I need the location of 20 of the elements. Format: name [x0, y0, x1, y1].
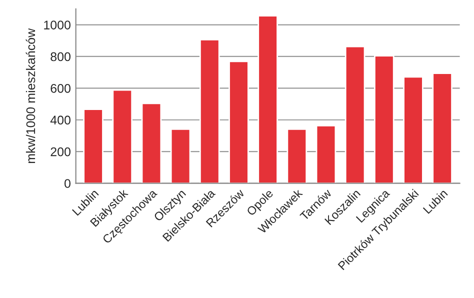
y-tick-label: 400	[50, 116, 70, 125]
bar	[286, 128, 308, 184]
bar	[258, 15, 278, 184]
bar	[141, 102, 162, 184]
bar	[344, 46, 366, 184]
y-tick-label: 0	[64, 179, 70, 188]
bar	[112, 89, 133, 184]
bar	[374, 55, 394, 184]
y-tick-label: 1000	[44, 20, 70, 30]
bar	[83, 108, 104, 184]
y-tick-label: 600	[50, 84, 70, 93]
bar	[228, 60, 249, 184]
y-tick-label: 200	[50, 147, 70, 156]
bar	[403, 76, 424, 184]
bar	[316, 125, 336, 184]
bar	[170, 128, 191, 184]
bar	[432, 72, 452, 184]
y-axis-title: mkw/1000 mieszkańców	[26, 28, 36, 164]
bar	[199, 38, 220, 184]
y-tick-label: 800	[50, 52, 70, 62]
